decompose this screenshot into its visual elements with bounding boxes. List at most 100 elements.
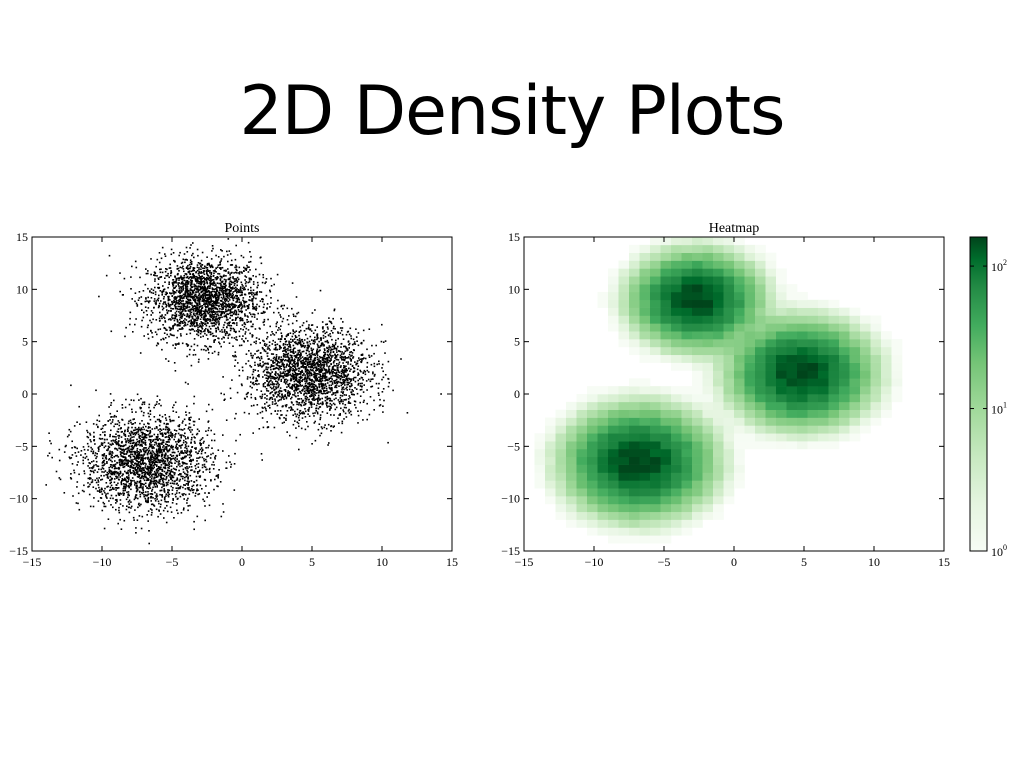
scatter-point xyxy=(304,374,306,376)
scatter-point xyxy=(320,343,323,346)
scatter-point xyxy=(375,344,377,347)
scatter-point xyxy=(254,364,256,366)
scatter-point xyxy=(179,276,182,279)
scatter-point xyxy=(114,478,116,480)
scatter-point xyxy=(350,379,352,381)
scatter-point xyxy=(337,417,339,420)
scatter-point xyxy=(314,372,316,374)
scatter-point xyxy=(187,315,190,318)
scatter-point xyxy=(267,318,269,321)
scatter-point xyxy=(195,291,198,293)
scatter-point xyxy=(131,453,134,456)
scatter-point xyxy=(192,242,194,244)
scatter-point xyxy=(202,442,205,444)
scatter-point xyxy=(326,404,328,407)
scatter-point xyxy=(327,334,330,337)
scatter-point xyxy=(182,296,185,299)
scatter-point xyxy=(144,471,146,474)
scatter-point xyxy=(292,423,295,426)
scatter-point xyxy=(282,317,285,320)
scatter-point xyxy=(76,464,78,466)
scatter-point xyxy=(346,376,348,378)
scatter-point xyxy=(199,262,201,265)
scatter-point xyxy=(291,322,294,325)
scatter-point xyxy=(292,409,294,411)
scatter-point xyxy=(280,356,283,358)
scatter-point xyxy=(354,343,357,345)
scatter-point xyxy=(159,268,161,271)
scatter-point xyxy=(311,395,313,397)
scatter-point xyxy=(181,314,184,316)
scatter-point xyxy=(223,330,226,333)
scatter-point xyxy=(298,342,300,345)
scatter-point xyxy=(321,401,324,403)
scatter-point xyxy=(370,363,373,366)
scatter-point xyxy=(157,328,160,331)
scatter-point xyxy=(297,364,299,366)
scatter-point xyxy=(149,473,152,475)
scatter-point xyxy=(230,324,233,327)
scatter-point xyxy=(223,341,225,343)
scatter-point xyxy=(319,373,322,376)
scatter-point xyxy=(147,307,150,309)
scatter-point xyxy=(125,508,128,511)
scatter-point xyxy=(332,343,334,346)
scatter-point xyxy=(200,268,202,270)
scatter-point xyxy=(348,388,351,391)
scatter-point xyxy=(348,400,350,403)
scatter-point xyxy=(287,384,290,386)
scatter-point xyxy=(354,361,356,363)
scatter-point xyxy=(218,302,220,304)
scatter-point xyxy=(259,411,262,414)
scatter-point xyxy=(286,379,289,382)
scatter-point xyxy=(207,307,210,310)
scatter-point xyxy=(277,358,280,360)
scatter-point xyxy=(127,478,130,481)
scatter-point xyxy=(294,376,297,379)
scatter-point xyxy=(234,417,236,420)
scatter-point xyxy=(218,282,220,285)
scatter-point xyxy=(205,289,207,291)
scatter-point xyxy=(308,356,310,359)
scatter-point xyxy=(200,295,202,297)
scatter-point xyxy=(271,387,273,390)
scatter-point xyxy=(318,369,321,371)
scatter-point xyxy=(328,370,330,372)
scatter-point xyxy=(200,283,202,286)
scatter-point xyxy=(189,325,192,327)
scatter-point xyxy=(205,447,207,449)
scatter-point xyxy=(329,335,332,338)
scatter-point xyxy=(203,292,205,295)
scatter-point xyxy=(334,365,336,367)
scatter-point xyxy=(248,281,251,283)
scatter-point xyxy=(318,423,321,425)
scatter-point xyxy=(300,404,302,406)
scatter-point xyxy=(331,383,334,385)
scatter-point xyxy=(188,417,191,419)
scatter-point xyxy=(160,300,162,302)
scatter-point xyxy=(229,321,231,323)
scatter-point xyxy=(325,427,328,430)
scatter-point xyxy=(284,343,287,346)
scatter-point xyxy=(288,371,291,374)
scatter-point xyxy=(356,392,359,395)
scatter-point xyxy=(185,483,188,485)
scatter-point xyxy=(289,366,292,368)
scatter-point xyxy=(282,364,284,367)
scatter-point xyxy=(323,348,326,350)
scatter-point xyxy=(263,318,266,321)
scatter-point xyxy=(296,339,299,341)
scatter-point xyxy=(184,318,186,320)
scatter-point xyxy=(271,371,273,373)
scatter-point xyxy=(355,363,357,366)
scatter-point xyxy=(334,408,337,411)
scatter-point xyxy=(204,296,207,298)
scatter-point xyxy=(255,275,257,278)
scatter-point xyxy=(313,395,315,398)
scatter-point xyxy=(189,273,191,275)
scatter-point xyxy=(251,298,253,300)
scatter-point xyxy=(265,343,268,346)
scatter-point xyxy=(347,356,350,358)
scatter-point xyxy=(225,269,227,272)
scatter-point xyxy=(186,281,189,283)
